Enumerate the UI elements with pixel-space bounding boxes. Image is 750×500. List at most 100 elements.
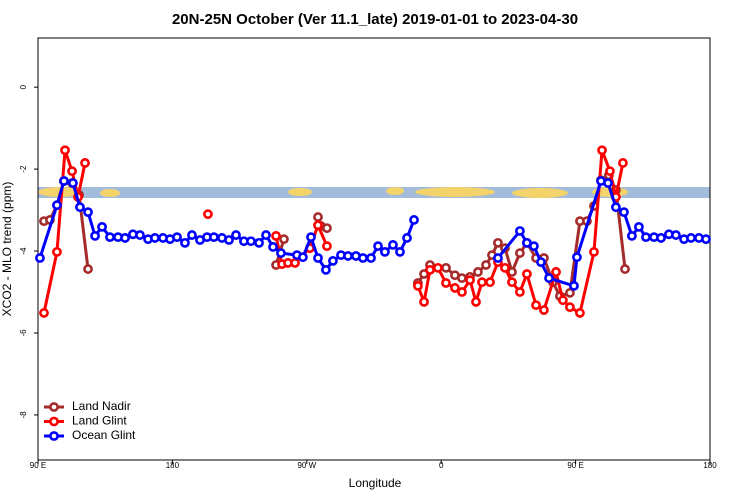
series-marker — [641, 232, 651, 243]
series-marker — [271, 230, 281, 241]
x-tick-label: 0 — [439, 461, 444, 470]
series-marker — [544, 273, 554, 283]
series-marker — [481, 260, 491, 270]
series-marker — [465, 275, 475, 286]
series-marker — [321, 264, 331, 275]
series-marker — [441, 262, 451, 273]
series-marker — [180, 237, 190, 248]
series-marker — [626, 230, 637, 241]
series-marker — [572, 252, 582, 263]
series-marker — [619, 207, 629, 218]
series-marker — [514, 287, 525, 297]
series-marker — [373, 241, 383, 252]
x-tick-label: 180 — [703, 461, 717, 470]
series-marker — [441, 278, 451, 288]
y-tick-label: -8 — [19, 411, 28, 419]
series-marker — [306, 232, 316, 243]
series-marker — [52, 246, 62, 257]
series-marker — [589, 246, 599, 257]
series-marker — [203, 209, 213, 220]
series-marker — [558, 295, 568, 306]
series-marker — [90, 230, 100, 241]
series-line — [42, 149, 87, 314]
series-marker — [529, 241, 539, 252]
series-marker — [575, 308, 585, 318]
series-marker — [565, 302, 575, 313]
series-marker — [485, 277, 495, 288]
x-tick-label: 90 E — [30, 461, 46, 470]
y-tick-label: -6 — [19, 329, 28, 337]
series-marker — [298, 252, 308, 263]
legend-marker — [49, 402, 59, 412]
series-marker — [514, 226, 525, 236]
series-marker — [83, 207, 93, 218]
series-marker — [254, 237, 264, 248]
series-marker — [231, 230, 241, 240]
series-marker — [419, 296, 429, 307]
series-marker — [395, 246, 405, 257]
series-marker — [313, 253, 323, 263]
series-marker — [565, 287, 575, 298]
y-tick-label: -2 — [19, 165, 28, 173]
series-marker — [380, 246, 390, 257]
series-marker — [450, 283, 460, 293]
legend-marker — [49, 431, 59, 441]
series-marker — [597, 145, 607, 156]
series-marker — [656, 233, 666, 243]
series-marker — [261, 230, 271, 240]
chart-title: 20N-25N October (Ver 11.1_late) 2019-01-… — [172, 11, 578, 28]
series-marker — [313, 212, 323, 222]
series-marker — [246, 236, 256, 247]
series-marker — [209, 232, 219, 243]
series-marker — [358, 253, 368, 263]
x-tick-label: 90 W — [297, 461, 316, 470]
legend-label: Land Glint — [72, 414, 127, 428]
series-marker — [409, 215, 419, 225]
plot-frame — [37, 37, 711, 461]
series-marker — [279, 234, 289, 245]
series-marker — [493, 237, 503, 248]
series-marker — [388, 240, 398, 250]
series-marker — [603, 178, 613, 188]
series-marker — [67, 166, 77, 177]
x-tick-label: 180 — [166, 461, 180, 470]
series-marker — [686, 233, 696, 243]
series-marker — [187, 230, 197, 240]
series-marker — [39, 308, 49, 318]
series-marker — [413, 280, 423, 291]
series-marker — [328, 255, 338, 266]
series-marker — [59, 176, 69, 186]
series-marker — [605, 166, 615, 177]
legend-marker — [49, 416, 59, 427]
series-marker — [172, 232, 182, 243]
series-marker — [477, 277, 487, 288]
series-marker — [224, 235, 234, 245]
series-marker — [83, 264, 93, 274]
series-marker — [35, 253, 45, 263]
series-marker — [701, 234, 711, 245]
series-marker — [276, 248, 286, 258]
series-marker — [80, 158, 90, 168]
series-marker — [60, 145, 70, 156]
legend-label: Land Nadir — [72, 399, 131, 413]
series-marker — [343, 251, 353, 261]
series-marker — [457, 273, 467, 283]
series-marker — [471, 296, 481, 307]
series-marker — [618, 158, 628, 168]
series-marker — [322, 241, 332, 252]
series-marker — [473, 267, 483, 277]
series-marker — [68, 178, 78, 188]
series-marker — [551, 267, 561, 277]
series-marker — [105, 232, 115, 243]
series-marker — [620, 264, 630, 274]
series-marker — [135, 230, 145, 240]
series-marker — [75, 202, 85, 213]
series-marker — [97, 221, 107, 232]
legend-label: Ocean Glint — [72, 428, 136, 442]
series-marker — [457, 287, 467, 297]
y-axis-label: XCO2 - MLO trend (ppm) — [0, 182, 14, 317]
series-marker — [290, 258, 300, 268]
series-marker — [671, 230, 681, 240]
series-marker — [611, 202, 621, 213]
